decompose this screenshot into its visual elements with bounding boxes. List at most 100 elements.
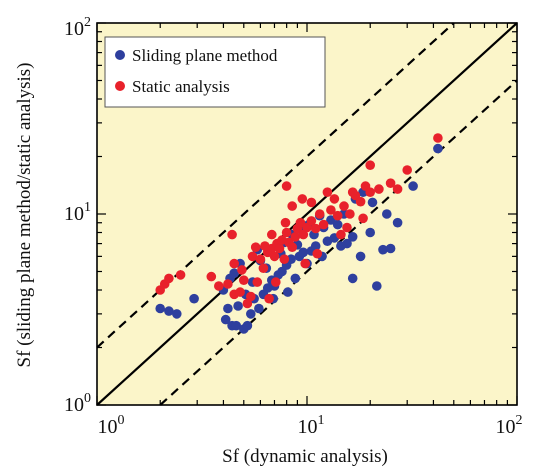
data-point [164,306,174,316]
data-point [347,187,358,197]
data-point [283,287,293,297]
data-point [175,270,186,280]
data-point [345,209,355,219]
data-point [342,222,352,233]
data-point [408,181,418,191]
x-axis-label: Sf (dynamic analysis) [222,446,388,467]
data-point [220,314,231,325]
y-axis-ticks [97,22,517,406]
y-axis-label: Sf (sliding plane method/static analysis… [14,62,35,367]
data-point [336,229,346,240]
data-point [229,268,239,279]
data-point [342,238,352,249]
legend-marker-static [115,81,125,91]
data-point [242,320,253,331]
data-point [312,248,323,259]
data-point [392,184,403,194]
data-point [274,243,285,254]
data-point [290,273,301,284]
data-point [223,279,233,289]
data-point [314,209,325,219]
data-point [286,254,296,264]
data-point [252,277,263,287]
data-point [281,181,292,191]
y-tick-label: 100 [64,391,91,416]
x-axis-tick-labels: 100 101 102 [98,413,523,438]
data-point [206,271,217,282]
data-point [255,254,266,264]
data-point [326,205,336,215]
y-tick-label: 101 [64,200,91,225]
data-point [339,201,349,211]
data-point [433,133,443,143]
data-point [367,197,378,208]
data-point [378,244,388,255]
legend-label-static: Static analysis [132,77,230,96]
data-points [155,133,443,334]
data-point [246,309,256,319]
data-point [355,196,366,207]
data-point [233,301,243,311]
data-point [164,273,174,284]
data-point [235,287,245,297]
data-point [239,275,249,286]
data-point [374,184,384,194]
data-point [310,223,321,234]
data-point [365,187,376,197]
data-point [287,242,298,252]
data-point [306,197,317,208]
data-point [267,229,277,240]
data-point [433,143,443,154]
data-point [258,263,269,274]
data-point [269,251,280,262]
data-point [264,293,274,304]
data-point [385,243,396,254]
data-point [306,216,317,226]
data-point [332,210,343,221]
data-point [229,258,239,269]
data-point [260,241,270,251]
data-point [237,265,247,275]
series-1-points [155,133,443,309]
data-point [290,232,301,242]
data-point [227,229,237,240]
data-point [402,165,413,175]
data-point [250,242,261,252]
data-point [322,187,333,197]
data-point [300,258,311,269]
data-point [155,303,165,314]
data-point [365,227,376,238]
y-axis-tick-labels: 100 101 102 [64,15,91,416]
data-point [281,227,292,238]
x-tick-label: 100 [98,413,125,438]
data-point [223,303,233,314]
data-point [392,217,403,228]
data-point [365,160,376,170]
data-point [279,254,290,264]
data-point [214,281,224,291]
legend-box [104,36,326,108]
data-point [347,273,358,284]
data-point [280,217,291,228]
data-point [189,293,199,304]
data-point [382,209,392,219]
data-point [355,251,366,262]
data-point [231,320,241,331]
data-point [347,232,358,242]
data-point [310,241,321,251]
y-tick-label: 102 [64,15,91,40]
legend-marker-sliding-plane [115,50,125,60]
legend-label-sliding-plane: Sliding plane method [132,46,278,65]
x-axis-ticks [96,23,518,405]
data-point [271,277,281,287]
data-point [298,247,309,258]
data-point [298,229,309,240]
data-point [172,309,182,319]
data-point [385,178,396,188]
x-tick-label: 101 [298,413,325,438]
data-point [329,194,340,204]
data-point [246,291,256,302]
data-point [372,281,382,291]
legend: Sliding plane method Static analysis [104,36,326,108]
